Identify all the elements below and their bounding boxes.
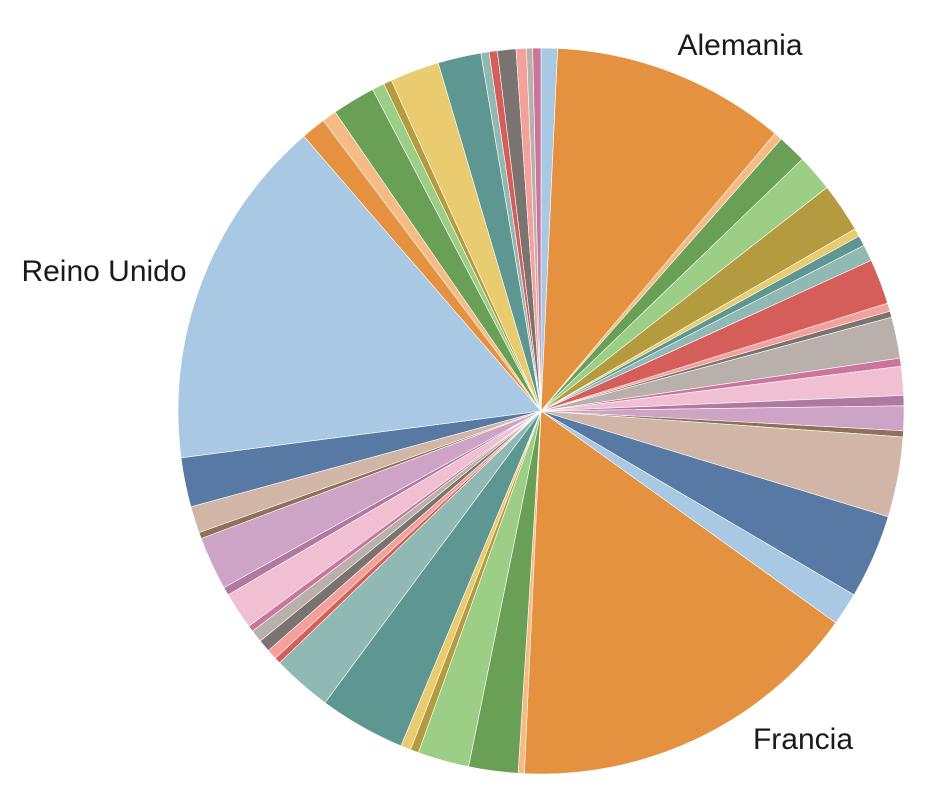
- slice-label: Reino Unido: [21, 255, 186, 288]
- pie-slices: [177, 47, 905, 775]
- pie-slice: [177, 135, 542, 459]
- slice-label: Francia: [753, 723, 853, 756]
- pie-slice: [540, 48, 776, 412]
- pie-slice: [524, 410, 837, 775]
- slice-label: Alemania: [677, 29, 802, 62]
- pie-labels: Alemania Francia Reino Unido: [21, 29, 853, 756]
- pie-slice: [532, 47, 542, 412]
